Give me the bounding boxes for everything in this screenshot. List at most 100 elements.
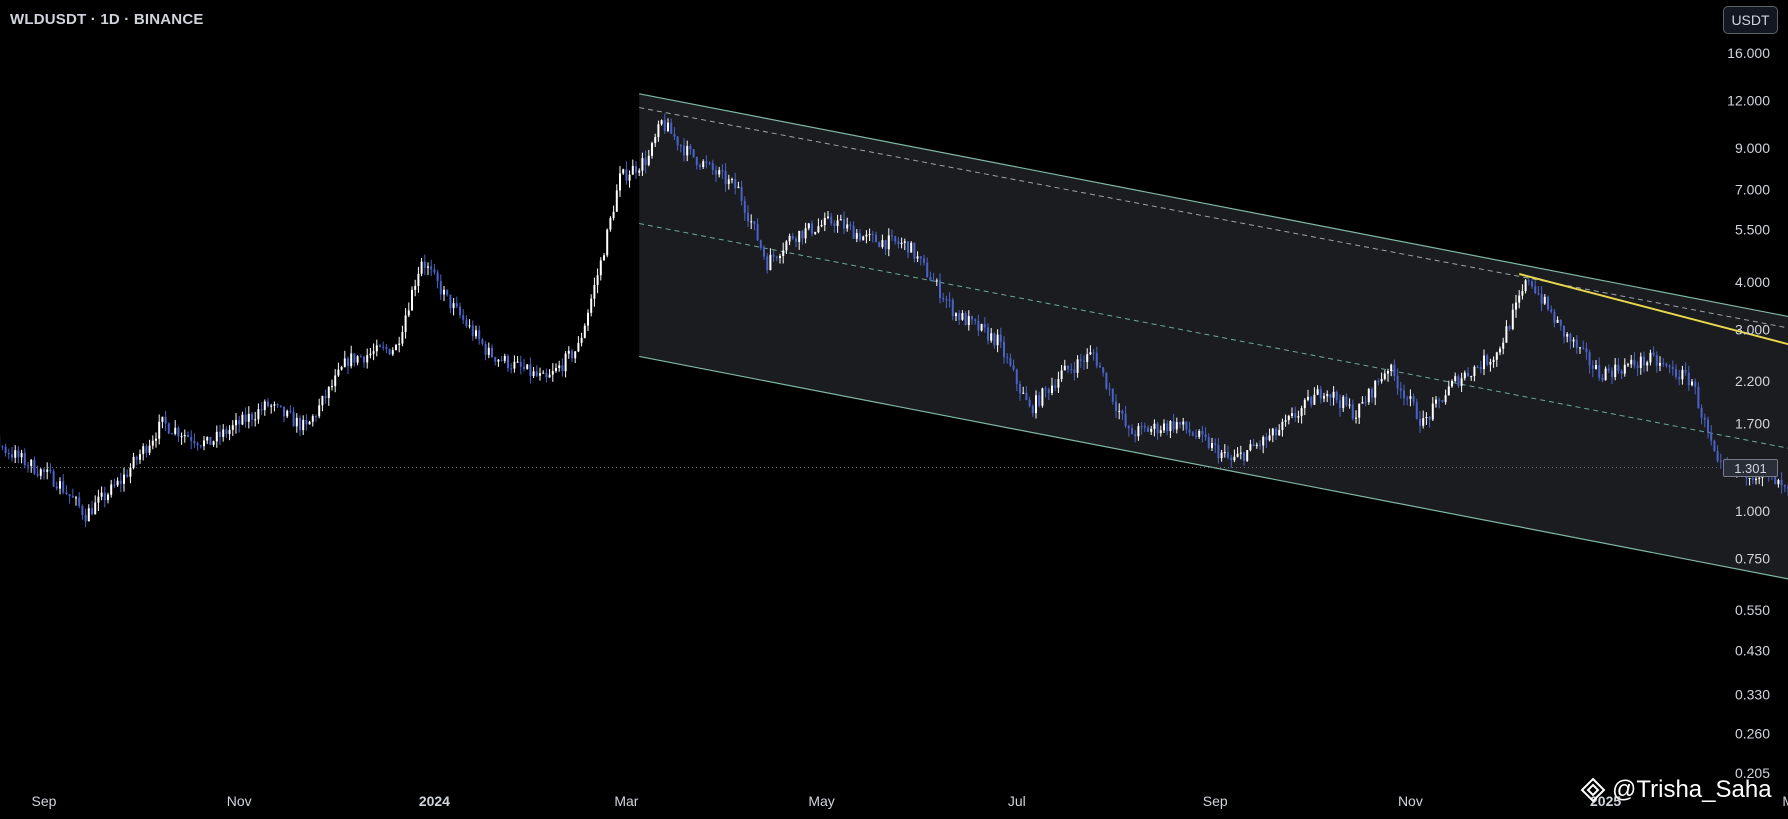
candle-body (1217, 444, 1220, 459)
candle-body (1531, 281, 1533, 287)
candle-body (423, 261, 426, 268)
candle-body (382, 346, 385, 348)
candle-body (1572, 339, 1575, 342)
candle-body (555, 368, 557, 372)
candle-body (980, 323, 983, 331)
candle-body (375, 345, 378, 352)
candle-body (1079, 359, 1082, 361)
candle-body (395, 344, 397, 351)
candle-body (196, 443, 199, 446)
candle-body (1780, 479, 1783, 486)
candle-body (1371, 388, 1373, 398)
candle-body (1169, 421, 1172, 432)
candle-body (289, 410, 292, 413)
y-tick-label: 0.750 (1735, 551, 1770, 567)
candle-body (1707, 419, 1709, 433)
candle-body (859, 233, 861, 241)
candle-body (990, 333, 993, 341)
candle-body (1646, 362, 1649, 366)
candle-body (347, 358, 349, 367)
candle-body (699, 165, 701, 167)
candle-body (46, 469, 49, 472)
x-tick-label: Sep (32, 793, 57, 809)
candle-body (433, 269, 436, 273)
candle-body (1537, 293, 1540, 295)
candle-body (1041, 388, 1044, 406)
candle-body (571, 350, 573, 359)
candle-body (1553, 311, 1556, 323)
candle-body (1143, 426, 1146, 428)
candle-body (583, 325, 586, 338)
y-tick-label: 0.205 (1735, 765, 1770, 781)
candle-body (1636, 365, 1639, 368)
candle-body (1559, 319, 1562, 326)
candle-body (52, 471, 55, 487)
candle-body (180, 436, 183, 438)
candle-body (1230, 457, 1233, 461)
candle-body (286, 410, 289, 417)
candle-body (705, 161, 708, 163)
current-price-badge: 1.301 (1723, 459, 1778, 477)
candle-body (103, 492, 106, 501)
candle-body (203, 440, 205, 447)
candle-body (974, 319, 977, 321)
candle-body (254, 419, 257, 421)
candle-body (1396, 375, 1399, 389)
candle-body (167, 423, 170, 434)
y-tick-label: 0.550 (1735, 602, 1770, 618)
candle-body (481, 339, 484, 344)
candle-body (641, 158, 644, 171)
candle-body (1361, 402, 1364, 404)
candle-body (1425, 416, 1428, 419)
candle-body (295, 417, 298, 427)
candle-body (257, 409, 260, 420)
candle-body (913, 242, 916, 259)
candle-body (1332, 391, 1335, 398)
candle-body (795, 238, 797, 242)
candle-body (836, 220, 839, 226)
candle-body (743, 200, 746, 213)
candle-body (59, 481, 61, 489)
candle-body (1297, 415, 1300, 418)
candle-body (1278, 429, 1281, 436)
candle-body (366, 355, 369, 363)
watermark-handle: @Trisha_Saha (1612, 776, 1772, 803)
candle-body (1175, 422, 1178, 430)
candle-body (1191, 432, 1194, 436)
candle-body (1595, 365, 1597, 369)
candle-body (1611, 370, 1613, 378)
candle-body (1118, 410, 1121, 412)
candle-body (452, 303, 455, 309)
candle-body (1038, 395, 1041, 406)
y-tick-label: 4.000 (1735, 274, 1770, 290)
candle-body (580, 337, 583, 343)
candle-body (779, 256, 781, 258)
candle-body (1326, 394, 1329, 397)
candle-body (1060, 370, 1063, 380)
axes-layer: 16.000 12.000 9.000 7.000 5.500 4.000 3.000 2.2… (32, 45, 1788, 809)
candle-body (1073, 369, 1076, 373)
candle-body (718, 170, 721, 175)
candle-body (1204, 434, 1207, 438)
candle-body (183, 434, 186, 437)
candle-body (238, 420, 241, 425)
candle-body (145, 446, 148, 453)
candle-body (1057, 379, 1060, 388)
candle-body (1255, 444, 1258, 447)
candle-body (14, 450, 17, 458)
candle-body (1451, 380, 1453, 387)
candle-body (529, 364, 532, 377)
candle-body (1777, 479, 1780, 485)
candle-body (1262, 436, 1265, 446)
candle-body (132, 456, 135, 468)
candle-body (372, 351, 375, 354)
candle-body (1, 446, 4, 448)
candle-body (564, 353, 567, 372)
candle-body (1342, 396, 1345, 409)
candle-body (1505, 326, 1508, 343)
candle-body (817, 226, 820, 233)
currency-button[interactable]: USDT (1723, 6, 1778, 34)
channel-mid-dashed-line (639, 223, 1788, 449)
candle-body (1345, 396, 1348, 406)
